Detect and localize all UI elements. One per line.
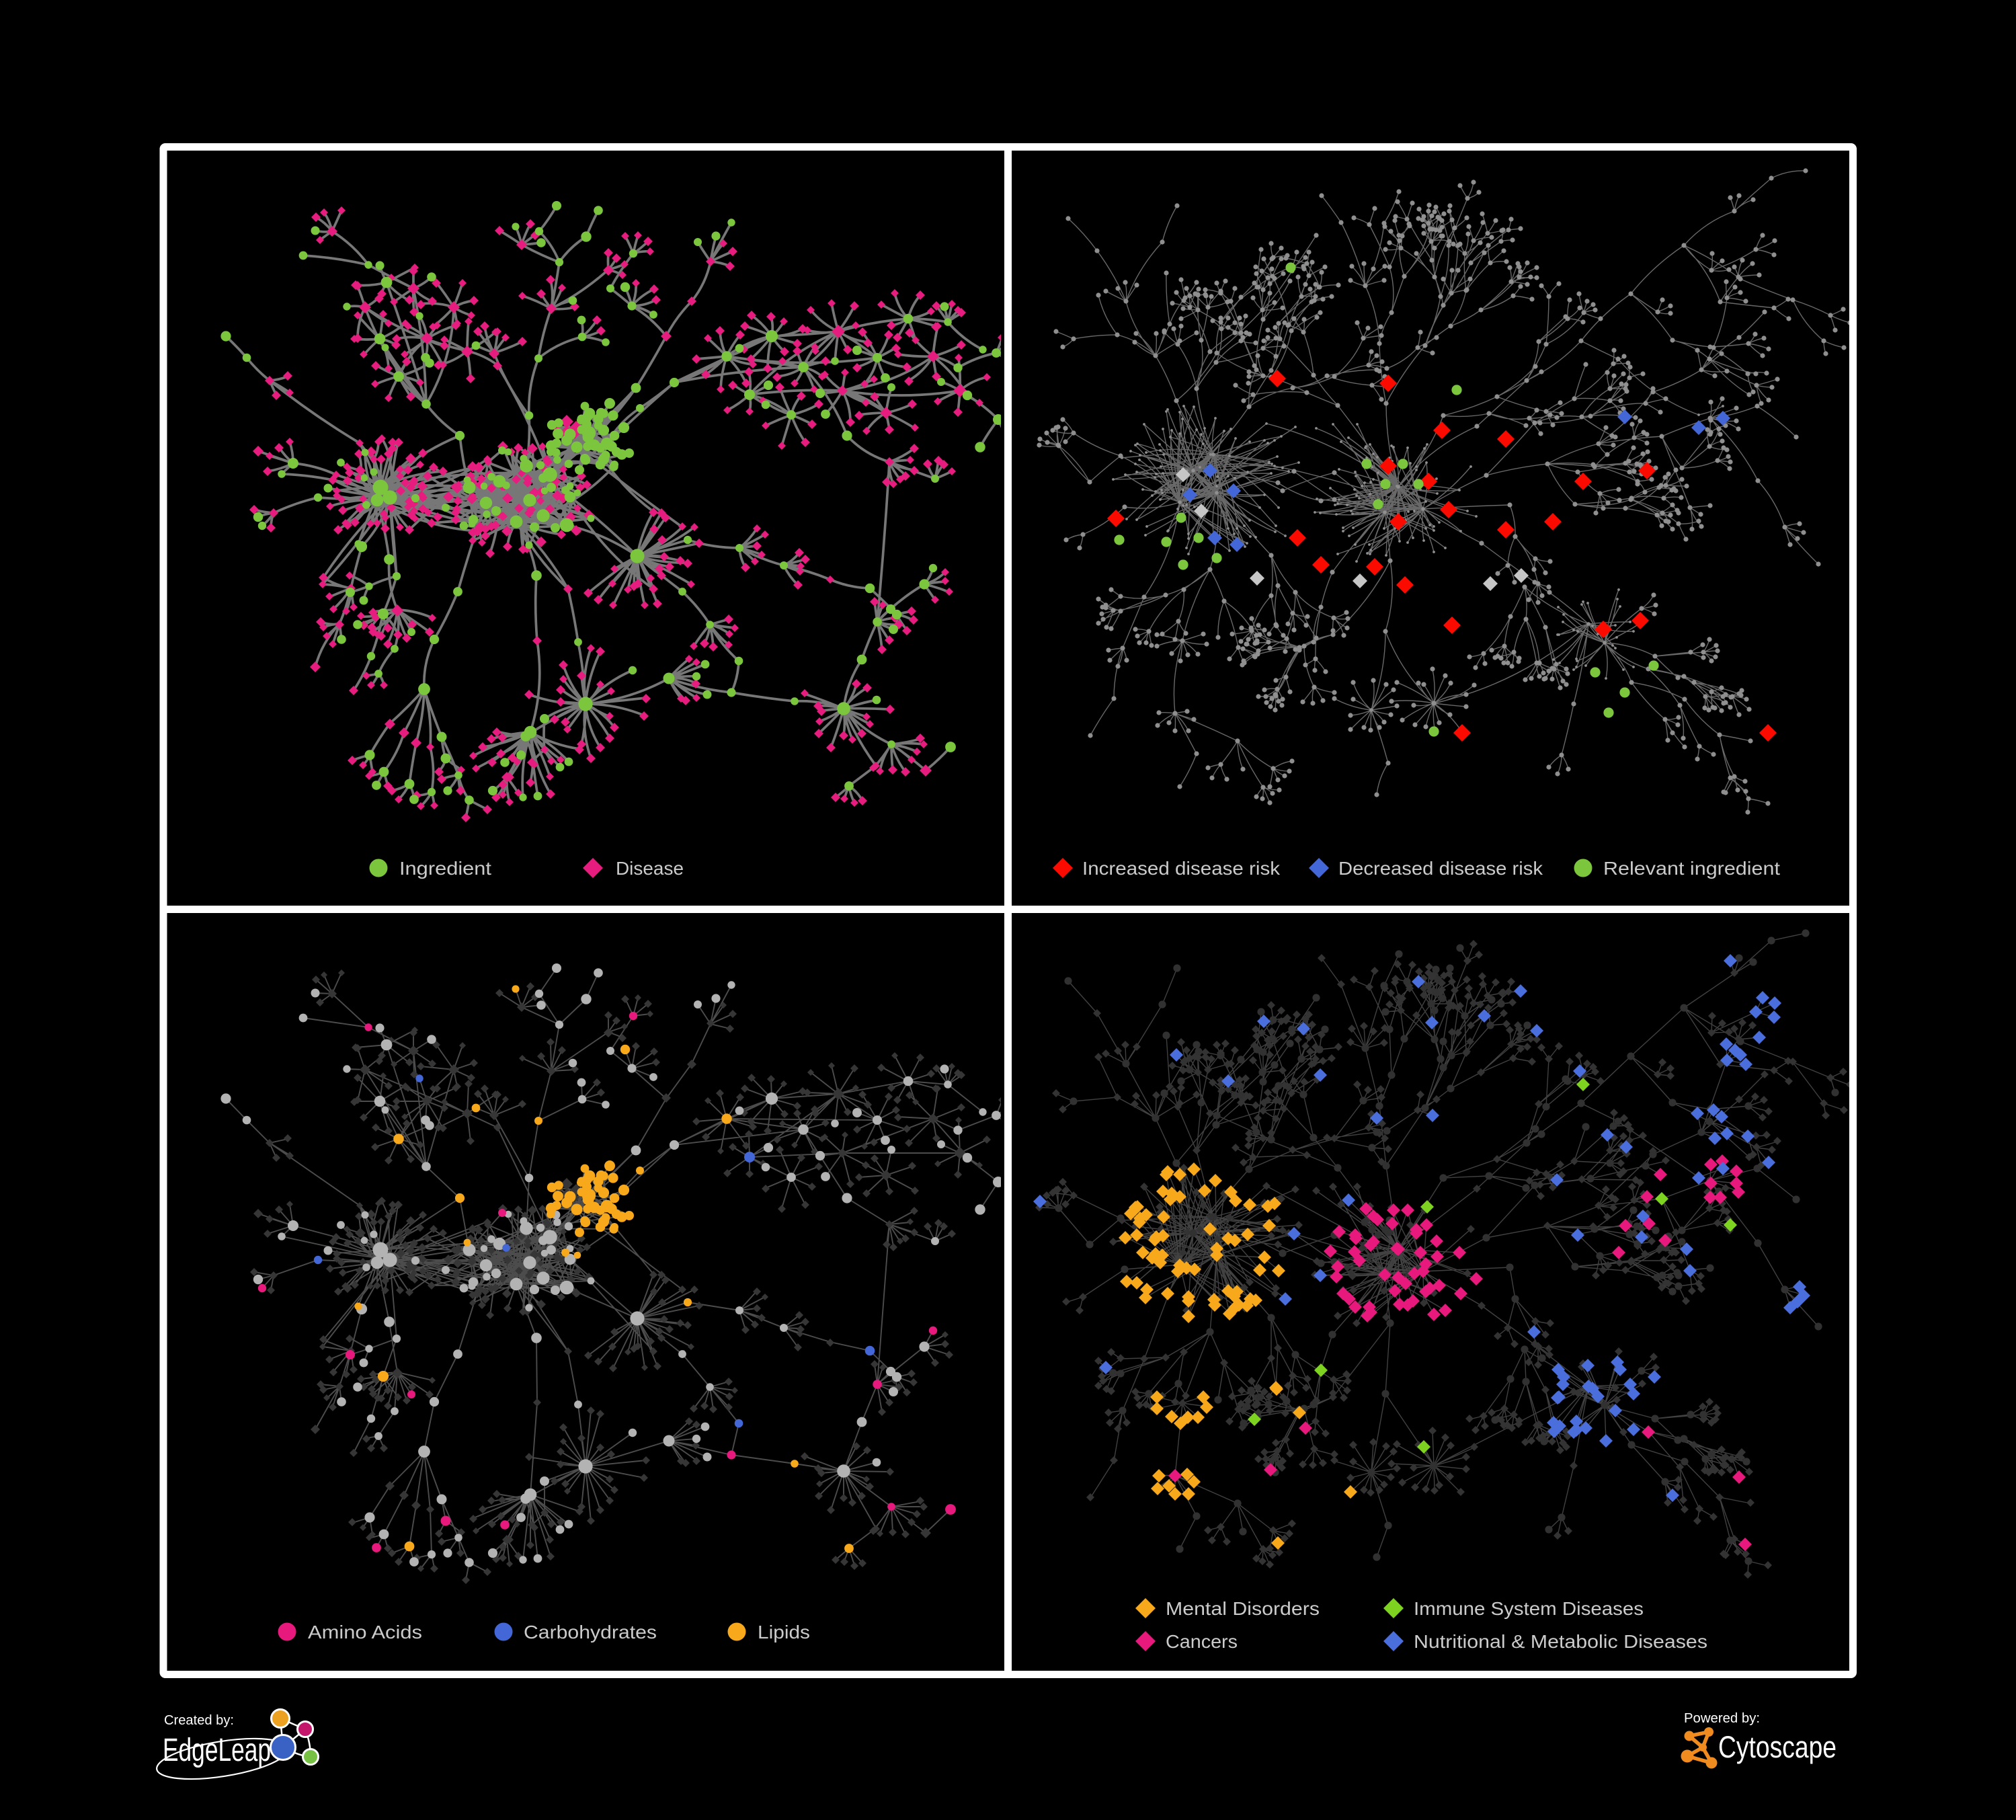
- svg-text:Disease: Disease: [616, 858, 684, 879]
- svg-text:Carbohydrates: Carbohydrates: [524, 1622, 657, 1643]
- svg-text:Mental Disorders: Mental Disorders: [1166, 1598, 1320, 1619]
- svg-text:Immune System Diseases: Immune System Diseases: [1414, 1598, 1644, 1619]
- svg-text:Increased disease risk: Increased disease risk: [1082, 858, 1281, 879]
- svg-text:Amino Acids: Amino Acids: [308, 1622, 422, 1643]
- svg-text:Ingredient: Ingredient: [399, 858, 491, 879]
- svg-text:Cancers: Cancers: [1166, 1631, 1238, 1652]
- svg-text:Lipids: Lipids: [758, 1622, 810, 1643]
- svg-text:Powered by:: Powered by:: [1684, 1711, 1760, 1726]
- svg-text:Relevant ingredient: Relevant ingredient: [1603, 858, 1780, 879]
- svg-text:EdgeLeap: EdgeLeap: [163, 1733, 271, 1768]
- svg-text:Nutritional & Metabolic Diseas: Nutritional & Metabolic Diseases: [1414, 1631, 1707, 1652]
- svg-text:Created by:: Created by:: [164, 1713, 234, 1728]
- svg-text:Decreased disease risk: Decreased disease risk: [1338, 858, 1543, 879]
- svg-text:Cytoscape: Cytoscape: [1718, 1730, 1837, 1764]
